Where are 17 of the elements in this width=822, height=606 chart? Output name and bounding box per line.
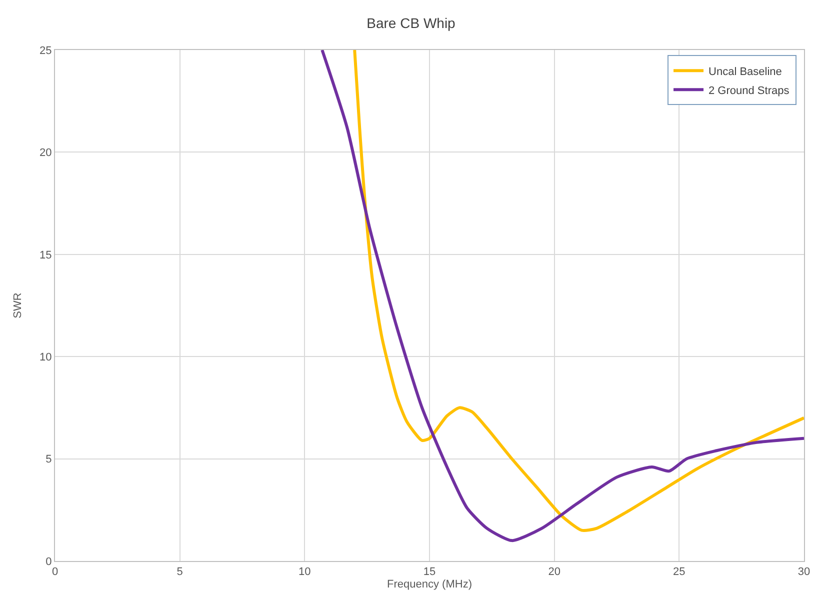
y-axis-title: SWR [12, 292, 24, 318]
y-tick-label: 25 [40, 44, 52, 57]
y-tick-label: 5 [46, 454, 52, 466]
x-tick-label: 5 [176, 566, 183, 578]
y-tick-label: 0 [46, 556, 52, 568]
x-axis-title: Frequency (MHz) [387, 578, 472, 590]
x-tick-label: 10 [298, 566, 311, 578]
y-tick-label: 10 [40, 351, 52, 364]
x-tick-label: 20 [548, 566, 560, 578]
x-tick-label: 30 [798, 566, 810, 578]
legend-label: 2 Ground Straps [708, 84, 790, 97]
legend-label: Uncal Baseline [708, 66, 782, 78]
chart-title: Bare CB Whip [366, 14, 456, 31]
x-tick-label: 25 [673, 566, 686, 578]
y-tick-label: 20 [40, 147, 52, 160]
y-tick-label: 15 [40, 249, 52, 262]
x-tick-label: 15 [423, 566, 436, 578]
